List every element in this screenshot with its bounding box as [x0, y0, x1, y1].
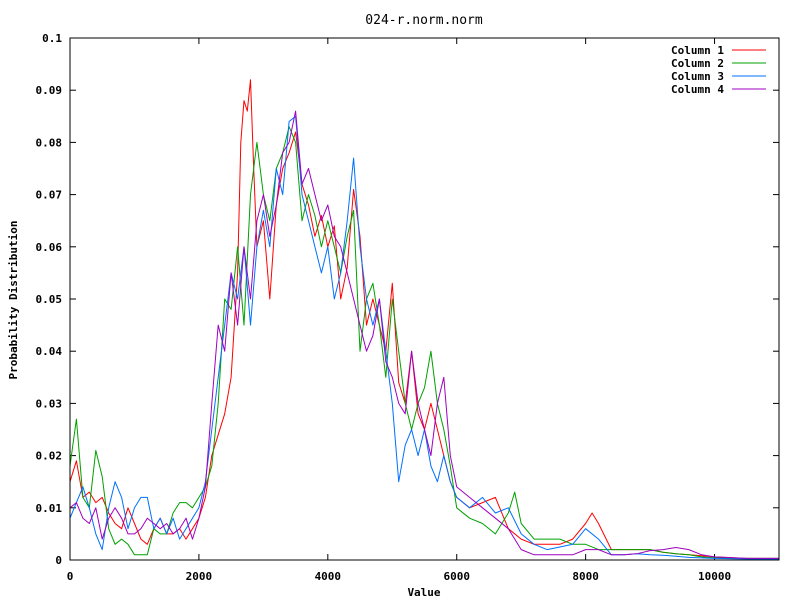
series-line-column-3 [69, 115, 779, 560]
y-tick-label: 0.05 [36, 293, 63, 306]
y-tick-label: 0.04 [36, 345, 63, 358]
legend-label: Column 2 [671, 57, 724, 70]
x-tick-label: 8000 [572, 570, 599, 583]
y-tick-label: 0.06 [36, 241, 63, 254]
y-tick-label: 0 [55, 554, 62, 567]
y-tick-label: 0.09 [36, 84, 63, 97]
y-tick-label: 0.08 [36, 136, 63, 149]
x-tick-label: 4000 [315, 570, 342, 583]
y-axis: 0 0.01 0.02 0.03 0.04 0.05 0.06 0.07 0.08 0.09 0.1 [36, 32, 779, 567]
y-tick-label: 0.02 [36, 450, 63, 463]
x-tick-label: 0 [67, 570, 74, 583]
chart-title: 024-r.norm.norm [365, 13, 483, 28]
plot-frame [69, 37, 780, 561]
x-tick-label: 6000 [443, 570, 470, 583]
series-lines [69, 79, 779, 560]
series-line-column-2 [69, 126, 779, 559]
x-axis-label: Value [407, 586, 440, 599]
series-line-column-4 [69, 110, 779, 559]
y-tick-label: 0.01 [36, 502, 63, 515]
y-tick-label: 0.03 [36, 397, 63, 410]
x-axis: 0 2000 4000 6000 8000 10000 [67, 38, 731, 583]
y-tick-label: 0.07 [36, 189, 63, 202]
y-axis-label: Probability Distribution [7, 221, 20, 380]
y-tick-label: 0.1 [42, 32, 62, 45]
legend-label: Column 3 [671, 70, 724, 83]
legend-label: Column 1 [671, 44, 724, 57]
x-tick-label: 10000 [698, 570, 731, 583]
legend-label: Column 4 [671, 83, 724, 96]
x-tick-label: 2000 [186, 570, 213, 583]
